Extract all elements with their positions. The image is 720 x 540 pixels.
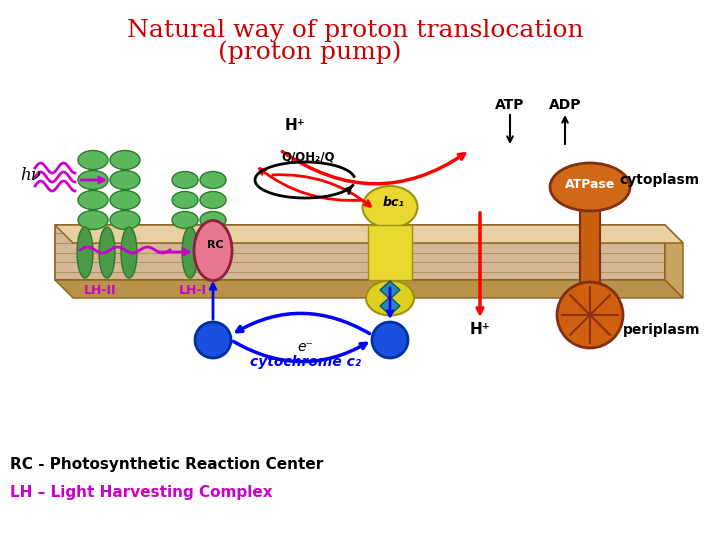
Polygon shape: [380, 281, 400, 299]
Text: ATP: ATP: [495, 98, 525, 112]
Ellipse shape: [110, 171, 140, 190]
Circle shape: [195, 322, 231, 358]
Text: LH-II: LH-II: [84, 284, 116, 296]
Ellipse shape: [362, 186, 418, 228]
Ellipse shape: [182, 227, 198, 278]
Text: ATPase: ATPase: [564, 179, 615, 192]
Ellipse shape: [99, 227, 115, 278]
Ellipse shape: [78, 211, 108, 229]
Circle shape: [557, 282, 623, 348]
Ellipse shape: [208, 227, 224, 278]
Text: (proton pump): (proton pump): [218, 40, 402, 64]
Ellipse shape: [194, 220, 232, 280]
Text: e⁻: e⁻: [297, 340, 313, 354]
Text: LH-I: LH-I: [179, 284, 207, 296]
Text: H⁺: H⁺: [469, 322, 490, 338]
Ellipse shape: [121, 227, 137, 278]
Text: periplasm: periplasm: [623, 323, 700, 337]
Ellipse shape: [200, 172, 226, 188]
Text: RC - Photosynthetic Reaction Center: RC - Photosynthetic Reaction Center: [10, 457, 323, 472]
Text: Natural way of proton translocation: Natural way of proton translocation: [127, 18, 583, 42]
Text: H⁺: H⁺: [284, 118, 305, 132]
Polygon shape: [368, 225, 412, 280]
Polygon shape: [580, 210, 600, 285]
Text: cytochrome c₂: cytochrome c₂: [250, 355, 361, 369]
Ellipse shape: [366, 280, 414, 315]
Ellipse shape: [550, 163, 630, 211]
Text: ADP: ADP: [549, 98, 581, 112]
Text: Q/QH₂/Q: Q/QH₂/Q: [282, 151, 335, 164]
Polygon shape: [55, 280, 683, 298]
Text: bc₁: bc₁: [383, 197, 405, 210]
Polygon shape: [55, 225, 683, 243]
Circle shape: [372, 322, 408, 358]
Polygon shape: [665, 225, 683, 298]
Ellipse shape: [172, 212, 198, 228]
Ellipse shape: [172, 192, 198, 208]
Text: RC: RC: [207, 240, 223, 251]
Text: hν: hν: [20, 166, 41, 184]
Ellipse shape: [78, 171, 108, 190]
Polygon shape: [55, 225, 665, 280]
Ellipse shape: [110, 151, 140, 170]
Ellipse shape: [77, 227, 93, 278]
Ellipse shape: [78, 151, 108, 170]
Ellipse shape: [200, 192, 226, 208]
Ellipse shape: [110, 191, 140, 210]
Ellipse shape: [78, 191, 108, 210]
Ellipse shape: [110, 211, 140, 229]
Ellipse shape: [200, 212, 226, 228]
Text: cytoplasm: cytoplasm: [620, 173, 700, 187]
Ellipse shape: [172, 172, 198, 188]
Text: LH – Light Harvesting Complex: LH – Light Harvesting Complex: [10, 484, 273, 500]
Polygon shape: [380, 297, 400, 315]
